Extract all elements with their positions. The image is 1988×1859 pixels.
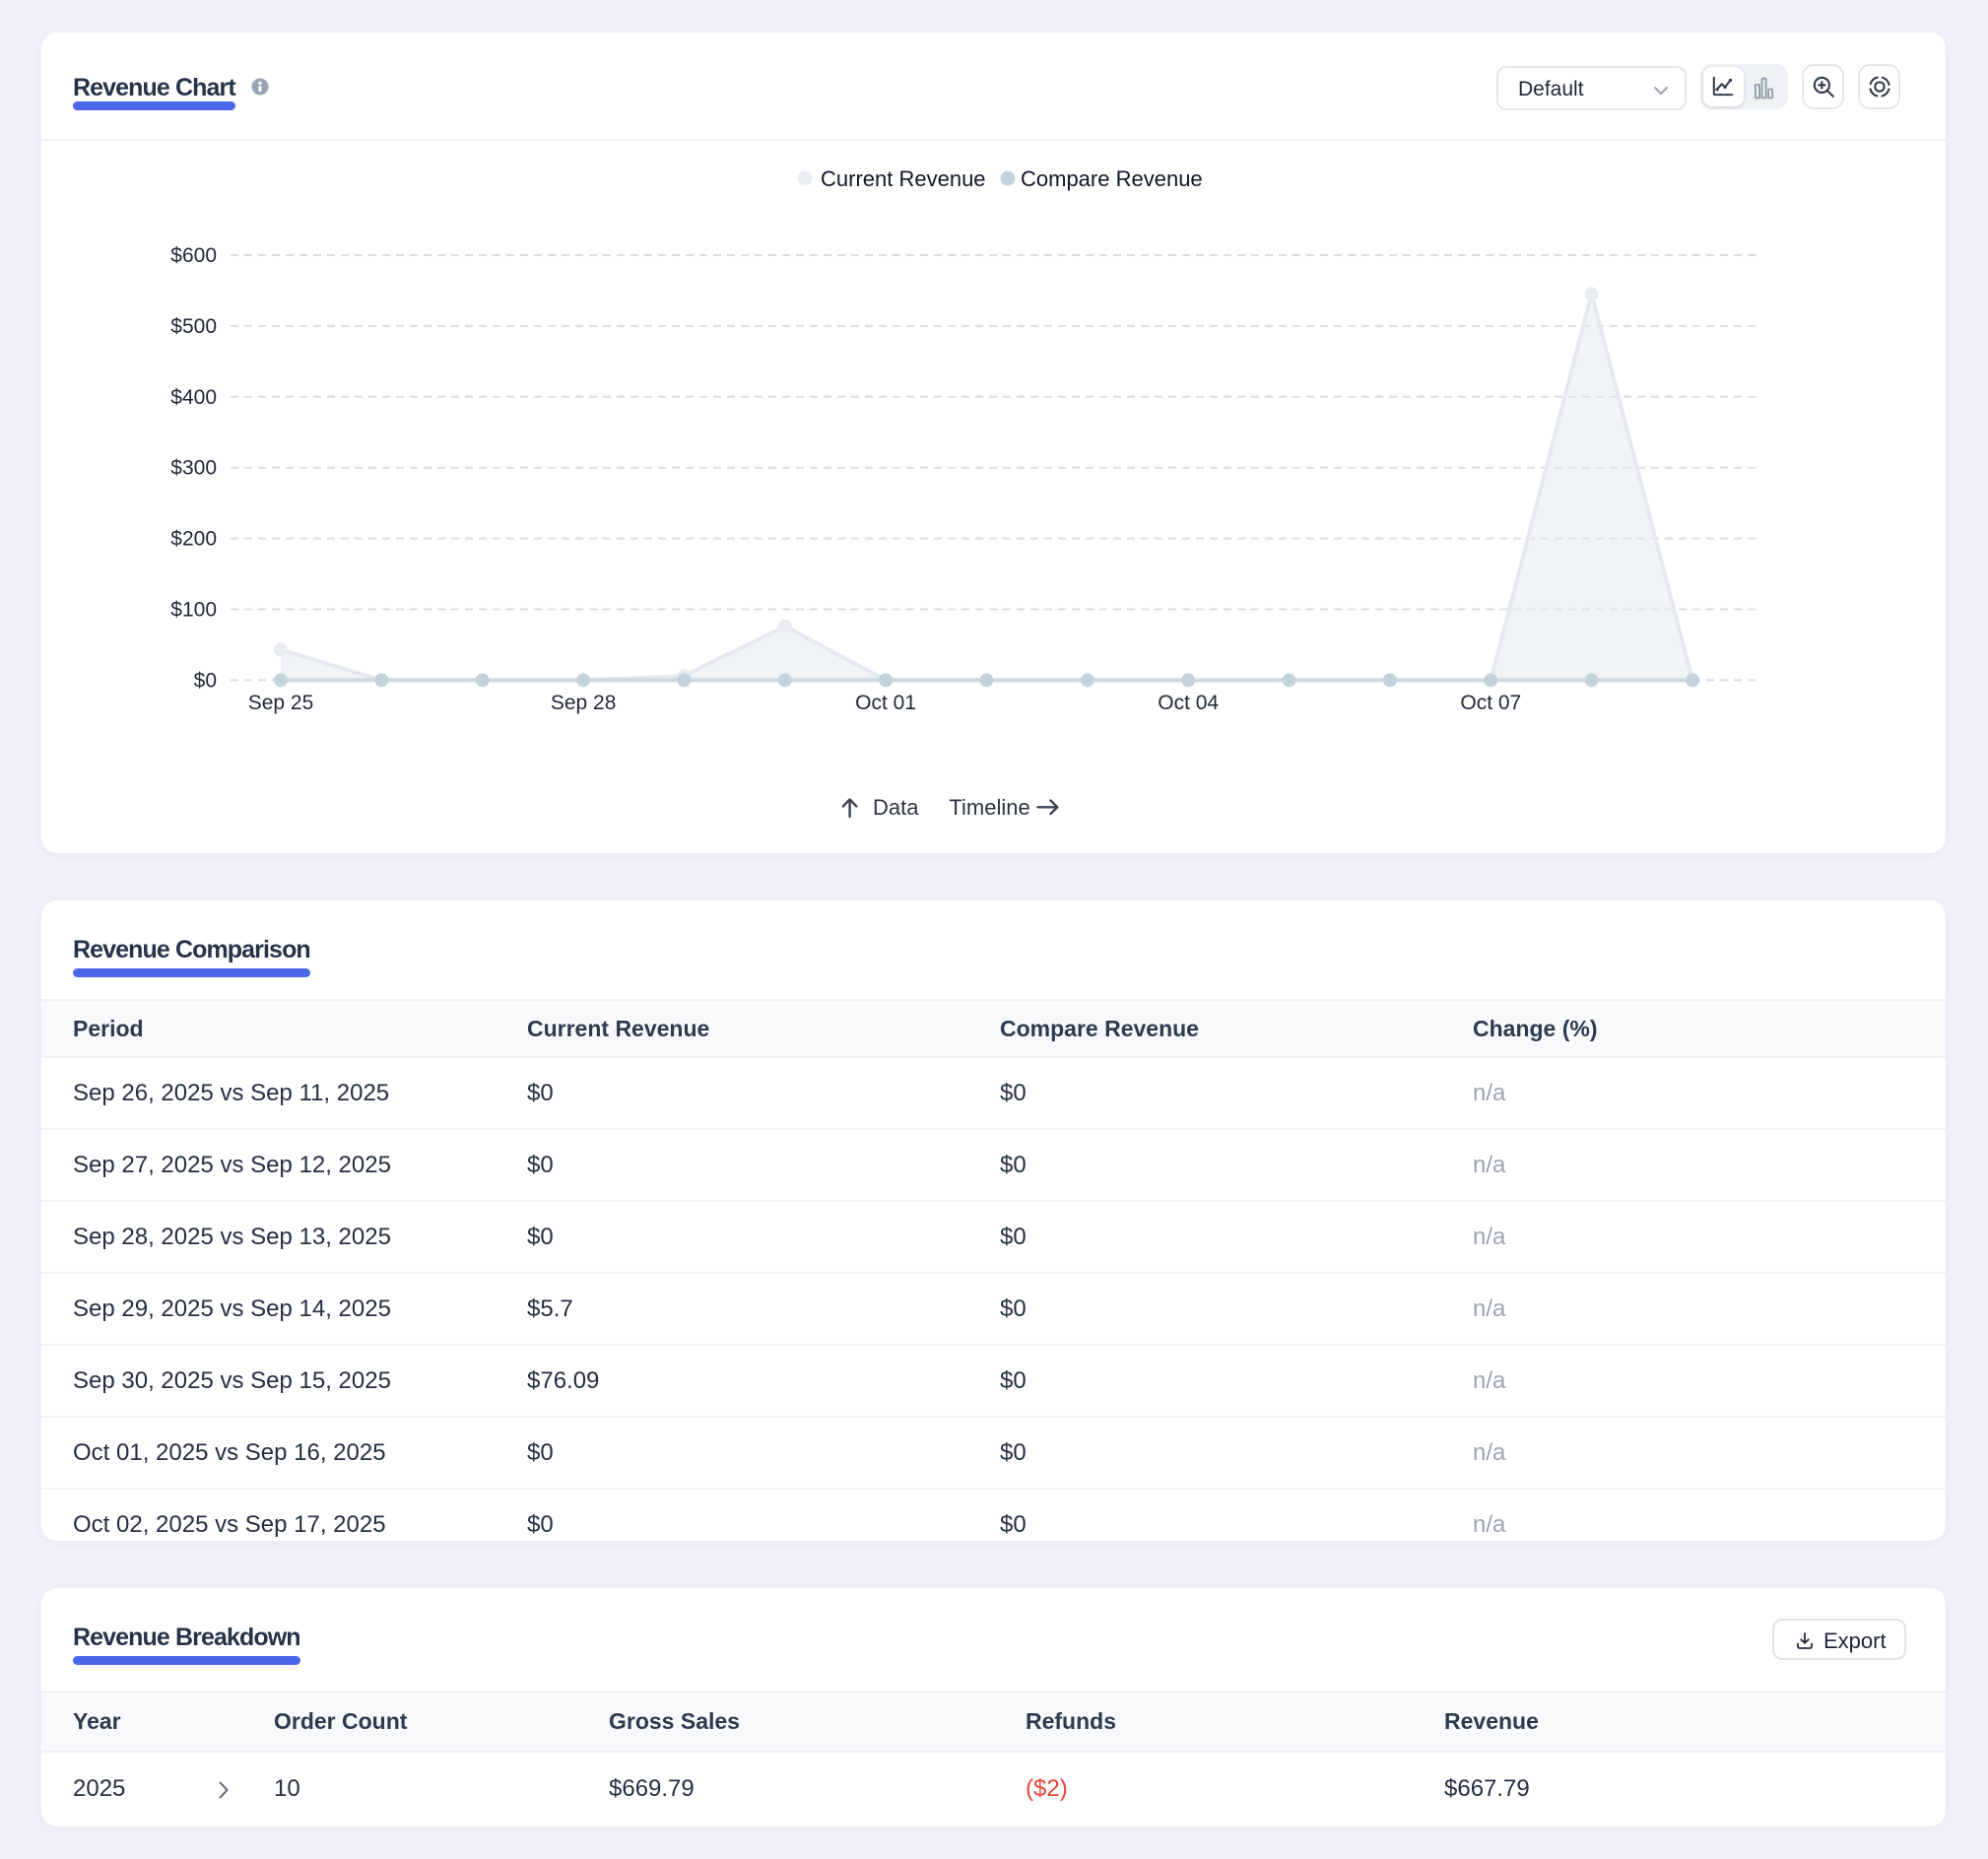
svg-text:Sep 28: Sep 28 [551,692,617,714]
svg-text:$500: $500 [170,315,217,338]
svg-text:Sep 25: Sep 25 [248,692,314,714]
svg-text:Timeline: Timeline [949,795,1029,820]
svg-text:Oct 04: Oct 04 [1158,692,1219,714]
svg-text:Current Revenue: Current Revenue [821,166,986,191]
svg-text:$400: $400 [170,386,217,409]
svg-text:$100: $100 [170,599,217,622]
svg-text:$200: $200 [170,528,217,551]
svg-text:Oct 01: Oct 01 [855,692,916,714]
svg-text:Data: Data [873,795,919,820]
svg-text:$300: $300 [170,457,217,480]
svg-text:Oct 07: Oct 07 [1460,692,1521,714]
svg-text:Compare Revenue: Compare Revenue [1021,166,1203,191]
svg-text:$0: $0 [194,669,217,692]
svg-text:$600: $600 [170,244,217,267]
